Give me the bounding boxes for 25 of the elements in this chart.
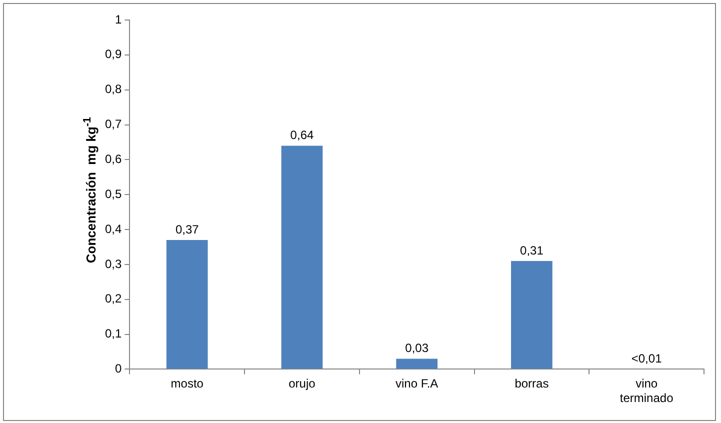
data-label: 0,31 [520,243,544,258]
data-label: 0,37 [175,222,200,236]
y-tick-label: 0,7 [104,117,122,132]
data-label: 0,03 [405,341,429,356]
bar [511,260,552,369]
x-tick-label: vino terminado [620,376,674,406]
bar [281,146,323,369]
x-tick-label: mosto [170,376,204,391]
y-tick-label: 0,2 [104,292,122,306]
bar [396,358,438,369]
bar [166,240,208,369]
data-label: 0,64 [290,128,314,142]
y-tick-label: 0,6 [104,152,122,166]
y-tick-label: 0,8 [104,82,122,96]
y-tick-label: 0,9 [104,47,122,62]
y-tick-label: 0,5 [104,186,122,201]
data-label: <0,01 [631,352,662,366]
y-tick-label: 1 [114,12,122,26]
x-tick-label: orujo [288,376,316,391]
y-tick-label: 0,1 [104,326,122,341]
x-tick-label: vino F.A [395,376,438,391]
y-tick-label: 0 [114,362,122,376]
x-tick-label: borras [514,376,549,391]
y-tick-label: 0,3 [104,256,122,271]
y-tick-label: 0,4 [104,222,122,236]
